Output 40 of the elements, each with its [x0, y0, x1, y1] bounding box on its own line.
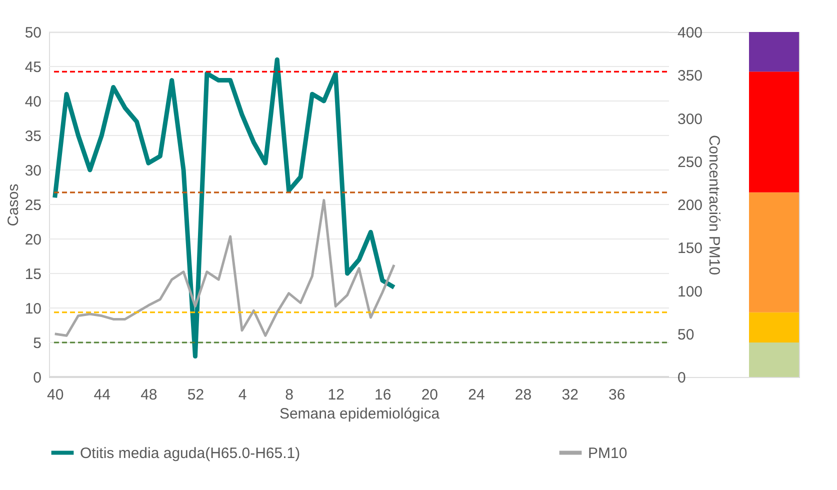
y2-tick-label: 200 — [678, 197, 703, 214]
x-tick-label: 36 — [608, 386, 626, 404]
y2-tick-label: 350 — [678, 68, 703, 85]
y-tick-label: 25 — [24, 197, 42, 214]
x-tick-label: 4 — [238, 386, 247, 404]
y-tick-label: 0 — [33, 370, 42, 386]
x-tick-label: 44 — [94, 386, 110, 404]
y2-tick-label: 150 — [678, 240, 703, 258]
y-tick-label: 50 — [24, 24, 42, 42]
legend-label: PM10 — [588, 444, 628, 462]
x-tick-label: 48 — [140, 386, 158, 404]
y-tick-label: 35 — [24, 128, 42, 145]
y-tick-label: 40 — [24, 94, 42, 110]
line-series — [54, 198, 396, 337]
x-tick-label: 8 — [285, 386, 294, 404]
y2-tick-label: 100 — [678, 283, 703, 300]
x-tick-label: 28 — [514, 386, 532, 404]
y2-tick-label: 300 — [678, 110, 703, 128]
y2-tick-label: 50 — [678, 326, 694, 344]
x-tick-label: 16 — [374, 386, 392, 404]
y2-tick-label: 0 — [678, 370, 686, 386]
y-tick-label: 10 — [24, 300, 42, 318]
x-tick-label: 24 — [468, 386, 485, 404]
x-tick-label: 20 — [421, 386, 438, 404]
line-series — [52, 57, 396, 359]
y-tick-label: 15 — [24, 266, 42, 283]
y-tick-label: 20 — [24, 232, 42, 248]
x-tick-label: 12 — [328, 386, 344, 404]
y-tick-label: 45 — [24, 59, 42, 76]
x-tick-label: 32 — [562, 386, 578, 404]
y2-tick-label: 250 — [678, 154, 703, 171]
y2-axis-title: Concentración PM10 — [706, 134, 723, 276]
legend-label: Otitis media aguda(H65.0-H65.1) — [80, 444, 300, 462]
y2-tick-label: 400 — [678, 24, 703, 42]
x-tick-label: 52 — [187, 386, 204, 404]
y-tick-label: 5 — [33, 335, 42, 352]
x-axis-title: Semana epidemiológica — [279, 406, 440, 422]
y-axis-title: Casos — [4, 184, 22, 226]
y-tick-label: 30 — [24, 162, 42, 180]
x-tick-label: 40 — [47, 386, 64, 404]
